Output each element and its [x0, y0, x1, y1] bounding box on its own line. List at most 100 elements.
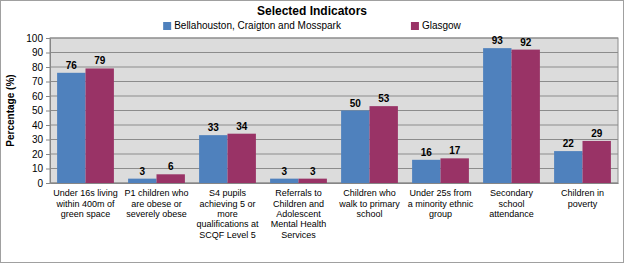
bar	[86, 68, 114, 183]
bar	[483, 48, 511, 183]
bar	[299, 179, 327, 183]
data-label: 3	[140, 166, 146, 177]
data-label: 50	[350, 98, 362, 109]
tick-label: 50	[32, 105, 44, 116]
tick-label: Secondaryschoolattendance	[489, 188, 534, 219]
data-label: 22	[563, 138, 575, 149]
data-label: 29	[591, 128, 603, 139]
tick-label: 100	[26, 33, 43, 44]
data-label: 16	[421, 147, 433, 158]
tick-label: 30	[32, 134, 44, 145]
tick-label-line: Adolescent	[276, 209, 321, 219]
bars	[57, 48, 611, 183]
tick-label-line: P1 children who	[124, 188, 188, 198]
data-label: 53	[378, 93, 390, 104]
axis-title: Percentage (%)	[5, 74, 16, 146]
tick: Children inpoverty	[561, 183, 604, 209]
bar	[57, 73, 85, 183]
data-label: 34	[236, 121, 248, 132]
grid	[50, 38, 618, 183]
tick-label: Children inpoverty	[561, 188, 604, 208]
tick: 80	[32, 62, 50, 73]
data-label: 33	[208, 122, 220, 133]
plot-area	[50, 38, 618, 183]
tick-label-line: Secondary	[490, 188, 534, 198]
axis-line	[51, 183, 619, 184]
bar	[128, 179, 156, 183]
data-label: 79	[94, 55, 106, 66]
grid-line	[50, 38, 618, 39]
x-axis: Under 16s livingwithin 400m ofgreen spac…	[51, 183, 619, 240]
tick: 60	[32, 91, 50, 102]
tick: Secondaryschoolattendance	[489, 183, 534, 219]
bar	[370, 106, 398, 183]
bar	[341, 111, 369, 184]
legend: Bellahouston, Craigton and Mosspark Glasg…	[163, 20, 461, 31]
data-label: 17	[449, 145, 461, 156]
tick: 30	[32, 134, 50, 145]
tick-mark	[46, 169, 50, 170]
tick-label-line: qualifications at	[196, 219, 259, 229]
tick: 40	[32, 120, 50, 131]
tick-mark	[46, 67, 50, 68]
data-labels: 7633335016932279634353179229	[66, 35, 603, 177]
bar	[583, 141, 611, 183]
tick-mark	[46, 111, 50, 112]
tick-label-line: SCQF Level 5	[199, 230, 256, 240]
tick: Under 25s froma minority ethnicgroup	[408, 183, 474, 219]
tick: 90	[32, 47, 50, 58]
axis-line	[50, 39, 51, 184]
y-axis: 0102030405060708090100	[26, 33, 50, 189]
data-label: 93	[492, 35, 504, 46]
title: Selected Indicators	[257, 4, 367, 18]
tick-label-line: Children who	[343, 188, 396, 198]
tick-label-line: walk to primary	[338, 199, 400, 209]
series	[86, 50, 611, 183]
bar	[157, 174, 185, 183]
data-label: 6	[168, 161, 174, 172]
tick-label-line: Children in	[561, 188, 604, 198]
tick-label: 40	[32, 120, 44, 131]
tick-label: 20	[32, 149, 44, 160]
legend-item: Bellahouston, Craigton and Mosspark	[163, 20, 342, 31]
tick: 20	[32, 149, 50, 160]
tick-label-line: a minority ethnic	[408, 199, 474, 209]
tick-mark	[46, 183, 50, 184]
tick-label-line: school	[356, 209, 382, 219]
tick-mark	[46, 38, 50, 39]
tick-mark	[46, 82, 50, 83]
tick: S4 pupilsachieving 5 ormorequalification…	[196, 183, 259, 240]
tick-mark	[46, 125, 50, 126]
data-label: 76	[66, 60, 78, 71]
tick-label-line: Under 25s from	[409, 188, 471, 198]
tick: Referrals toChildren andAdolescentMental…	[271, 183, 327, 240]
legend-item: Glasgow	[411, 20, 462, 31]
tick-label: 90	[32, 47, 44, 58]
tick-label-line: within 400m of	[55, 199, 115, 209]
tick-mark	[46, 154, 50, 155]
tick-label-line: are obese or	[131, 199, 182, 209]
bar	[441, 158, 469, 183]
bar	[199, 135, 227, 183]
tick-label: Referrals toChildren andAdolescentMental…	[271, 188, 327, 239]
bar	[228, 134, 256, 183]
bar	[512, 50, 540, 183]
tick: Under 16s livingwithin 400m ofgreen spac…	[53, 183, 118, 219]
plot: 0102030405060708090100Under 16s livingwi…	[26, 33, 618, 240]
tick-label-line: poverty	[568, 199, 598, 209]
chart: Selected Indicators010203040506070809010…	[0, 0, 624, 263]
tick-label: 0	[37, 178, 43, 189]
bar	[412, 160, 440, 183]
legend-label: Glasgow	[422, 20, 462, 31]
tick-label-line: attendance	[489, 209, 534, 219]
tick-mark	[46, 53, 50, 54]
tick-label-line: achieving 5 or	[199, 199, 255, 209]
tick-label: P1 children whoare obese orseverely obes…	[124, 188, 188, 219]
tick-label: Children whowalk to primaryschool	[338, 188, 400, 219]
tick: Children whowalk to primaryschool	[338, 183, 400, 219]
tick-mark	[46, 96, 50, 97]
series	[57, 48, 582, 183]
tick-label-line: school	[498, 199, 524, 209]
data-label: 3	[282, 166, 288, 177]
tick-label: Under 25s froma minority ethnicgroup	[408, 188, 474, 219]
